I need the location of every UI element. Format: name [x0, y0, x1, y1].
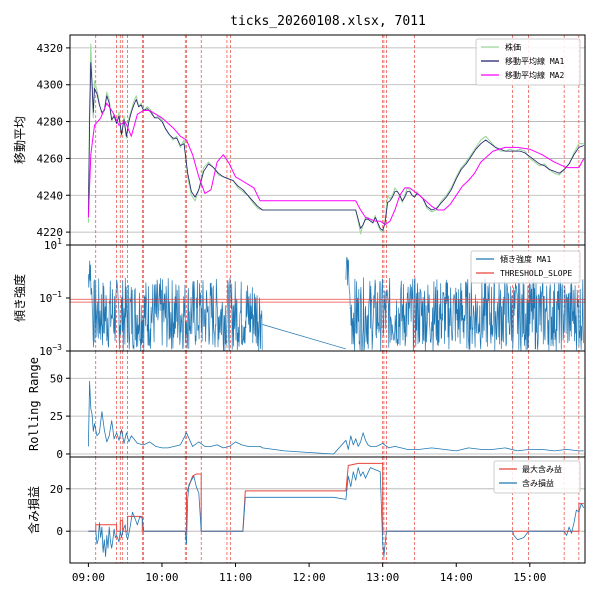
range-tick-label: 0: [56, 448, 63, 461]
ma2-line: [87, 102, 585, 226]
price-legend: 株価 移動平均線 MA1 移動平均線 MA2: [475, 38, 581, 86]
x-tick-label: 09:00: [72, 571, 105, 584]
x-tick-label: 13:00: [366, 571, 399, 584]
x-tick-label: 10:00: [145, 571, 178, 584]
slope-line-session-0: [88, 260, 263, 352]
pnl-panel: 0 20 含み損益 最大含み益 含み損益: [26, 456, 586, 564]
slope-series: [88, 256, 585, 352]
chart-title: ticks_20260108.xlsx, 7011: [230, 14, 426, 29]
legend-label-price: 株価: [505, 42, 521, 52]
range-event-lines: [95, 351, 580, 457]
price-tick-label: 4260: [37, 152, 64, 165]
price-panel: 4220 4240 4260 4280 4300 4320 移動平均 株価 移動平均線 M…: [13, 34, 586, 246]
legend-label-threshold: THRESHOLD_SLOPE: [500, 269, 572, 278]
range-line: [88, 380, 584, 455]
pnl-tick-label: 0: [56, 525, 63, 538]
legend-label-pnl: 含み損益: [522, 478, 554, 488]
ma1-line: [88, 62, 584, 231]
price-tick-label: 4300: [37, 79, 64, 92]
price-tick-label: 4320: [37, 42, 64, 55]
price-tick-label: 4220: [37, 226, 64, 239]
range-y-ticks: 0 25 50: [50, 372, 70, 461]
pnl-legend: 最大含み益 含み損益: [493, 460, 581, 494]
price-series: [87, 43, 585, 235]
pnl-tick-label: 20: [50, 483, 63, 496]
slope-legend: 傾き強度 MA1 THRESHOLD_SLOPE: [470, 250, 581, 284]
range-y-label: Rolling Range: [27, 357, 41, 451]
slope-threshold: [70, 298, 585, 303]
x-tick-label: 15:00: [513, 571, 546, 584]
legend-label-ma1: 移動平均線 MA1: [505, 56, 564, 66]
range-tick-label: 50: [50, 372, 63, 385]
price-y-label: 移動平均: [13, 116, 27, 164]
x-tick-label: 11:00: [219, 571, 252, 584]
pnl-line: [88, 467, 585, 557]
slope-line-gap: [262, 324, 346, 350]
slope-legend-box: [470, 250, 581, 284]
pnl-frame: [69, 456, 586, 564]
range-series: [88, 380, 584, 455]
pnl-y-label: 含み損益: [26, 486, 41, 534]
price-tick-label: 4240: [37, 189, 64, 202]
price-tick-label: 4280: [37, 116, 64, 129]
legend-label-maxpnl: 最大含み益: [522, 464, 562, 474]
slope-y-label: 傾き強度: [12, 274, 27, 322]
x-tick-label: 12:00: [293, 571, 326, 584]
legend-label-ma2: 移動平均線 MA2: [505, 70, 564, 80]
range-panel: 0 25 50 Rolling Range: [27, 350, 586, 461]
price-y-ticks: 4220 4240 4260 4280 4300 4320: [37, 42, 70, 239]
range-tick-label: 25: [50, 410, 63, 423]
legend-label-slope: 傾き強度 MA1: [500, 254, 551, 264]
max-pnl-line: [88, 462, 584, 532]
x-tick-label: 14:00: [440, 571, 473, 584]
price-legend-box: [475, 38, 581, 86]
slope-line-session-1: [345, 256, 585, 352]
x-axis-ticks: 09:00 10:00 11:00 12:00 13:00 14:00 15:00: [72, 563, 546, 584]
pnl-series: [88, 462, 585, 557]
pnl-y-ticks: 0 20: [50, 483, 70, 538]
